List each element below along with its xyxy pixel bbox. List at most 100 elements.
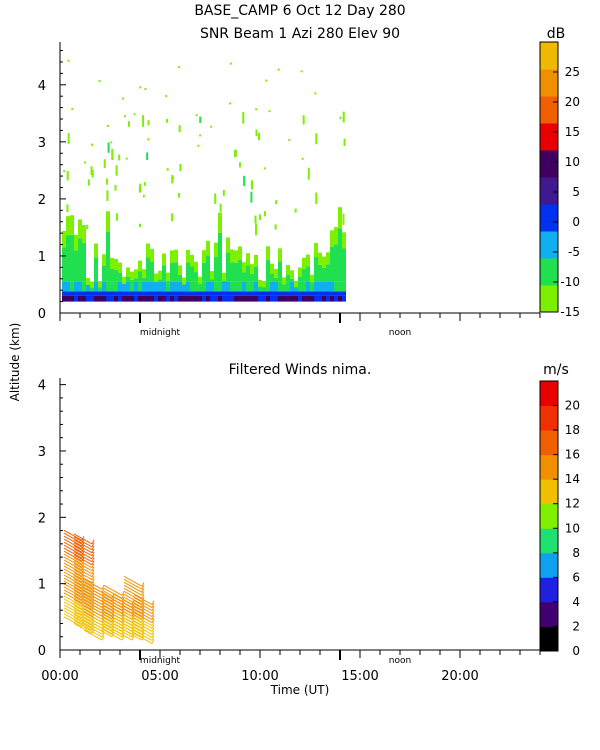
snr-cell (86, 277, 90, 285)
snr-cell (158, 281, 162, 292)
snr-cell (230, 249, 234, 263)
snr-cell (318, 291, 322, 296)
snr-cell (63, 170, 66, 173)
snr-cell (234, 250, 238, 263)
snr-cell (254, 281, 258, 292)
snr-cell (162, 265, 166, 282)
wind-barb (93, 614, 113, 626)
noon-marker-label: noon (389, 328, 411, 338)
snr-cell (82, 242, 86, 282)
wind-barb-flag (81, 616, 85, 622)
wind-barb (63, 598, 83, 610)
wind-barb (123, 578, 143, 590)
snr-cell (78, 219, 82, 239)
snr-cell (170, 291, 174, 296)
snr-cell (195, 114, 198, 117)
wind-barb-flag (151, 618, 155, 623)
snr-cell (158, 295, 162, 302)
snr-cell (126, 267, 130, 277)
snr-cell (326, 295, 330, 302)
snr-cell (178, 265, 182, 275)
snr-cell (218, 212, 222, 233)
snr-cell (210, 271, 214, 280)
wind-barb (63, 616, 83, 628)
wind-barb-flag (81, 571, 85, 577)
wind-barb-flag (101, 632, 105, 638)
y-tick-label: 0 (38, 644, 46, 659)
snr-cell (326, 291, 330, 296)
snr-cell (62, 291, 66, 296)
snr-cell (342, 111, 345, 123)
wind-barb (123, 629, 143, 641)
y-tick-label: 4 (38, 379, 46, 394)
snr-cell (230, 262, 234, 282)
snr-cell (278, 291, 282, 296)
x-tick-label: 10:00 (241, 669, 278, 684)
wind-barb-flag (81, 589, 85, 595)
snr-cell (306, 291, 310, 296)
snr-cell (110, 291, 114, 296)
wind-barb (63, 547, 83, 559)
snr-cell (222, 295, 226, 302)
wind-barb-flag (81, 580, 85, 586)
snr-cell (123, 115, 126, 118)
snr-colorbar-bin (540, 258, 558, 286)
snr-cell (290, 270, 294, 279)
snr-cell (114, 258, 118, 270)
wind-barb (133, 627, 153, 638)
snr-heatmap (62, 59, 346, 302)
wind-barb-flag (91, 611, 95, 616)
snr-cell (91, 169, 94, 178)
snr-cell (127, 121, 130, 127)
wind-barb (73, 554, 93, 566)
snr-cell (102, 281, 106, 292)
snr-cell (122, 295, 126, 302)
wind-barb (73, 551, 93, 563)
snr-cell (286, 281, 290, 292)
wind-barb (63, 580, 83, 592)
snr-colorbar-label: 5 (572, 185, 580, 199)
wind-barb (123, 593, 143, 605)
snr-cell (130, 279, 134, 282)
snr-colorbar-label: 25 (565, 65, 580, 79)
snr-cell (210, 291, 214, 296)
snr-cell (250, 291, 254, 296)
wind-barb (123, 611, 143, 623)
snr-cell (298, 291, 302, 296)
snr-cell (114, 184, 117, 191)
wind-barb-flag (81, 619, 85, 625)
snr-cell (86, 224, 89, 230)
wind-barb (63, 550, 83, 562)
wind-barb (123, 581, 143, 593)
snr-cell (78, 295, 82, 302)
snr-cell (314, 291, 318, 296)
snr-cell (110, 281, 114, 292)
wind-barb (133, 621, 153, 632)
wind-barb-flag (151, 606, 155, 611)
snr-cell (146, 281, 150, 292)
snr-cell (268, 110, 271, 113)
snr-cell (238, 281, 242, 292)
snr-cell (142, 291, 146, 296)
snr-cell (86, 291, 90, 296)
wind-barb-flag (101, 585, 105, 590)
wind-barb (63, 613, 83, 625)
wind-barb (63, 538, 83, 550)
snr-cell (182, 281, 186, 292)
y-tick-label: 3 (38, 136, 46, 151)
snr-cell (265, 79, 268, 82)
snr-cell (66, 171, 69, 181)
snr-cell (250, 273, 254, 282)
snr-cell (306, 295, 310, 302)
snr-cell (218, 295, 222, 302)
wind-barb (73, 548, 93, 560)
snr-cell (210, 279, 214, 282)
wind-barb-flag (91, 599, 95, 604)
wind-barb-flag (81, 583, 85, 589)
wind-barb (63, 583, 83, 595)
snr-cell (130, 281, 134, 292)
wind-barb-flag (91, 548, 95, 554)
snr-cell (229, 102, 232, 105)
snr-cell (98, 295, 102, 302)
wind-barb-flag (141, 582, 145, 587)
